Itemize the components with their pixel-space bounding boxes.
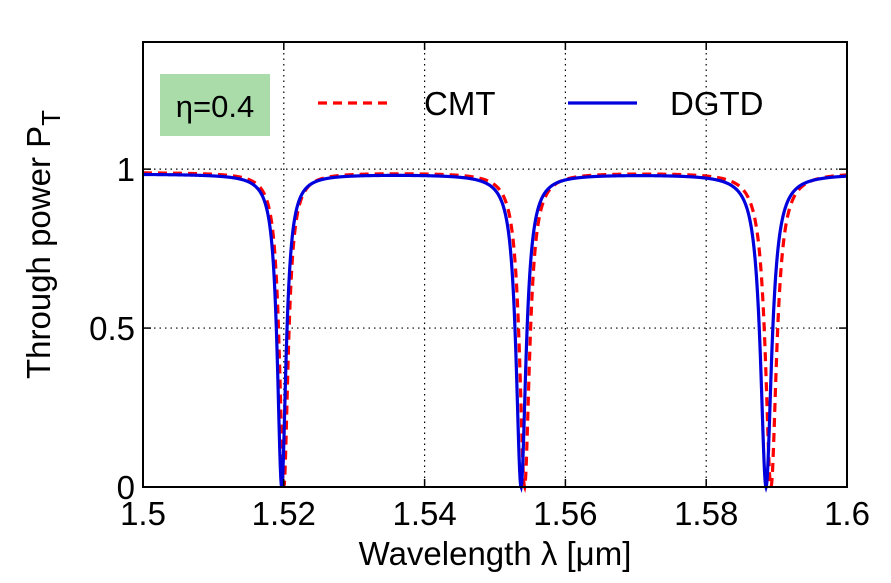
y-axis-label-main: Through power P [20, 126, 57, 379]
annotation-text: η=0.4 [176, 89, 254, 124]
x-tick-label: 1.52 [252, 495, 316, 532]
x-tick-label: 1.6 [824, 495, 870, 532]
legend-label-cmt: CMT [424, 85, 495, 122]
y-axis-label: Through power PT [20, 110, 66, 379]
grid-lines [143, 42, 847, 487]
legend: η=0.4 CMT DGTD [160, 74, 764, 136]
y-tick-label: 0 [117, 469, 135, 506]
series-line-dgtd [143, 172, 848, 494]
series-line-cmt [143, 171, 848, 494]
x-tick-label: 1.54 [392, 495, 456, 532]
annotation-box [160, 74, 270, 136]
plot-area [143, 171, 848, 494]
x-tick-label: 1.58 [674, 495, 738, 532]
y-axis-label-group: Through power PT [20, 110, 66, 379]
x-tick-label: 1.5 [120, 495, 166, 532]
y-tick-label: 0.5 [89, 310, 135, 347]
plot-frame [142, 41, 848, 488]
y-tick-label: 1 [117, 151, 135, 188]
y-axis-label-subscript: T [36, 110, 66, 126]
x-axis-label: Wavelength λ [μm] [359, 535, 632, 572]
x-tick-label: 1.56 [533, 495, 597, 532]
legend-label-dgtd: DGTD [670, 85, 764, 122]
axis-ticks: 1.5 1.52 1.54 1.56 1.58 1.6 0 0.5 1 [89, 42, 870, 532]
